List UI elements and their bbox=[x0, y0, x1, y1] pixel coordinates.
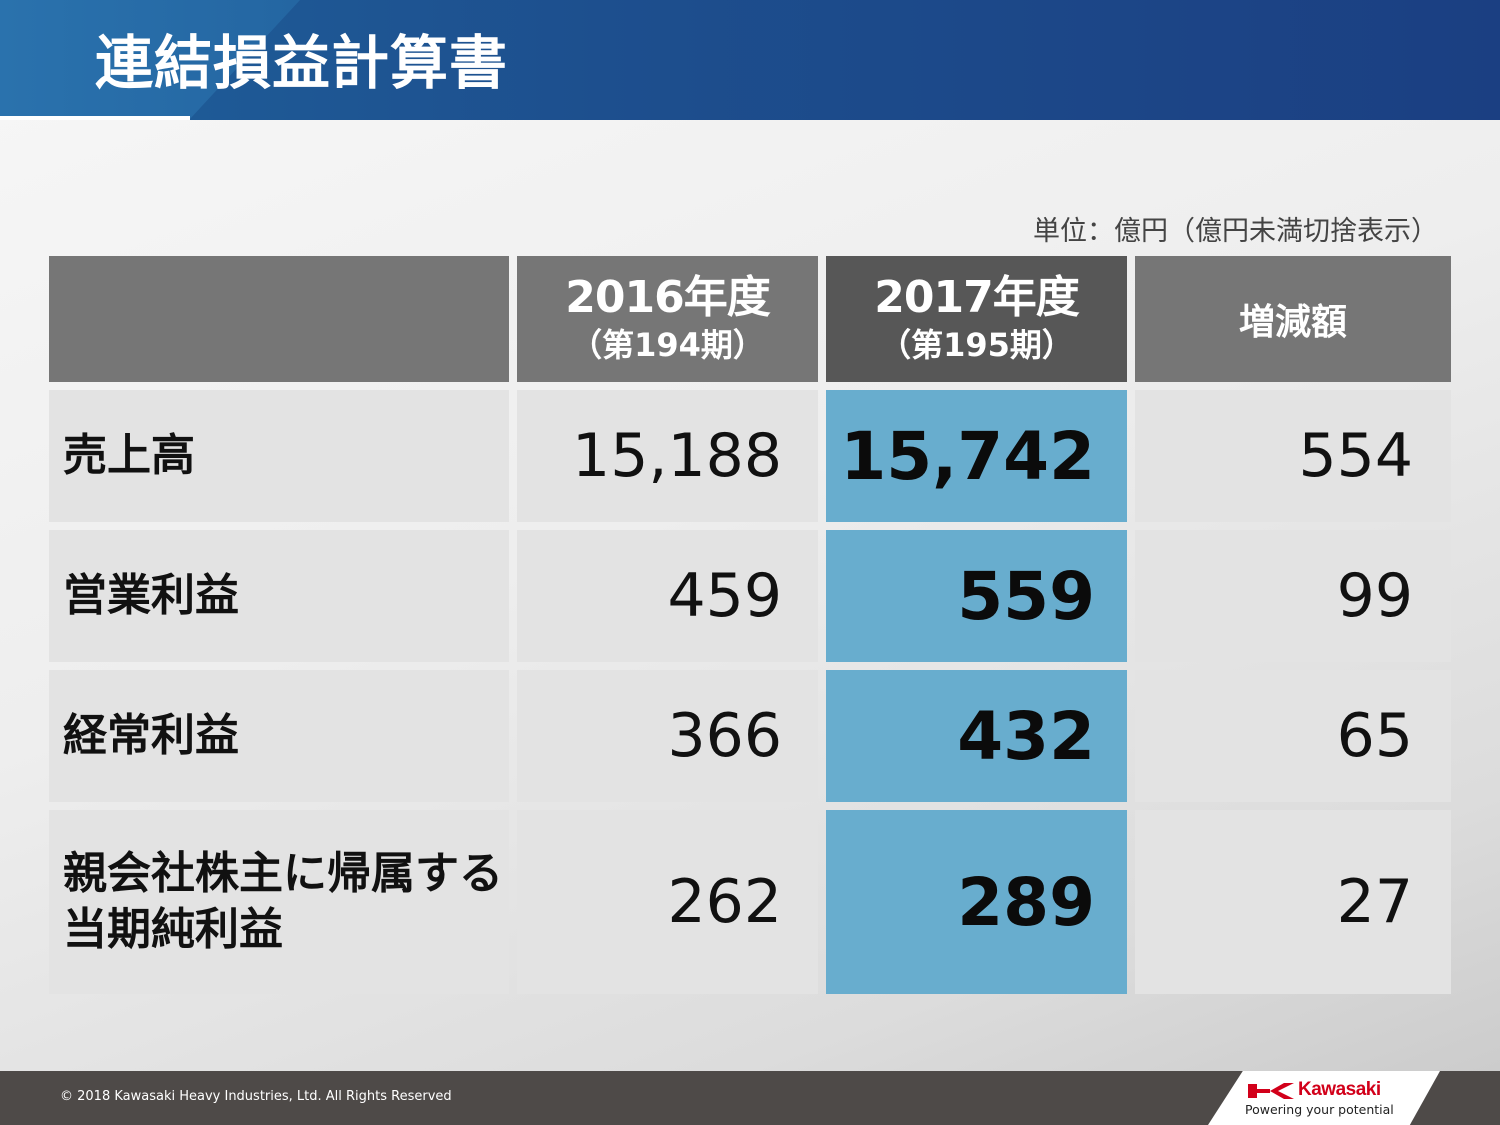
unit-note: 単位：億円（億円未満切捨表示） bbox=[1033, 216, 1438, 247]
income-statement-table: 2016年度 （第194期） 2017年度 （第195期） 増減額 売上高 15… bbox=[49, 256, 1451, 994]
kawasaki-river-mark-icon bbox=[1248, 1083, 1294, 1099]
row-label-text: 営業利益 bbox=[63, 570, 239, 621]
column-label: 増減額 bbox=[1238, 302, 1347, 343]
cell-fy2017-net-income: 289 bbox=[826, 810, 1127, 994]
cell-fy2016-net-sales: 15,188 bbox=[517, 390, 818, 522]
row-label-text: 売上高 bbox=[63, 430, 195, 481]
logo-wordmark: Kawasaki bbox=[1298, 1079, 1381, 1100]
cell-fy2017-ordinary-income: 432 bbox=[826, 670, 1127, 802]
cell-fy2016-ordinary-income: 366 bbox=[517, 670, 818, 802]
cell-fy2017-operating-income: 559 bbox=[826, 530, 1127, 662]
cell-change-ordinary-income: 65 bbox=[1135, 670, 1451, 802]
cell-fy2017-net-sales: 15,742 bbox=[826, 390, 1127, 522]
cell-change-net-income: 27 bbox=[1135, 810, 1451, 994]
column-header-change: 増減額 bbox=[1135, 256, 1451, 382]
column-year: 2017年度 bbox=[874, 272, 1079, 323]
cell-change-net-sales: 554 bbox=[1135, 390, 1451, 522]
cell-fy2016-operating-income: 459 bbox=[517, 530, 818, 662]
cell-fy2016-net-income: 262 bbox=[517, 810, 818, 994]
logo-tagline: Powering your potential bbox=[1245, 1102, 1394, 1117]
page-title: 連結損益計算書 bbox=[95, 29, 509, 97]
column-header-fy2017: 2017年度 （第195期） bbox=[826, 256, 1127, 382]
row-label-net-income: 親会社株主に帰属する 当期純利益 bbox=[49, 810, 509, 994]
row-label-net-sales: 売上高 bbox=[49, 390, 509, 522]
title-bar: 連結損益計算書 bbox=[0, 0, 1500, 120]
row-label-operating-income: 営業利益 bbox=[49, 530, 509, 662]
copyright-text: © 2018 Kawasaki Heavy Industries, Ltd. A… bbox=[60, 1089, 452, 1104]
column-year: 2016年度 bbox=[565, 272, 770, 323]
header-blank-cell bbox=[49, 256, 509, 382]
column-period: （第194期） bbox=[570, 326, 765, 364]
cell-change-operating-income: 99 bbox=[1135, 530, 1451, 662]
row-label-ordinary-income: 経常利益 bbox=[49, 670, 509, 802]
row-label-text: 経常利益 bbox=[63, 710, 239, 761]
title-underline bbox=[0, 116, 190, 120]
kawasaki-logo: Kawasaki Powering your potential bbox=[1208, 1071, 1440, 1125]
row-label-text-line2: 当期純利益 bbox=[63, 904, 283, 955]
column-period: （第195期） bbox=[879, 326, 1074, 364]
column-header-fy2016: 2016年度 （第194期） bbox=[517, 256, 818, 382]
footer-bar: © 2018 Kawasaki Heavy Industries, Ltd. A… bbox=[0, 1071, 1500, 1125]
row-label-text-line1: 親会社株主に帰属する bbox=[63, 848, 503, 899]
